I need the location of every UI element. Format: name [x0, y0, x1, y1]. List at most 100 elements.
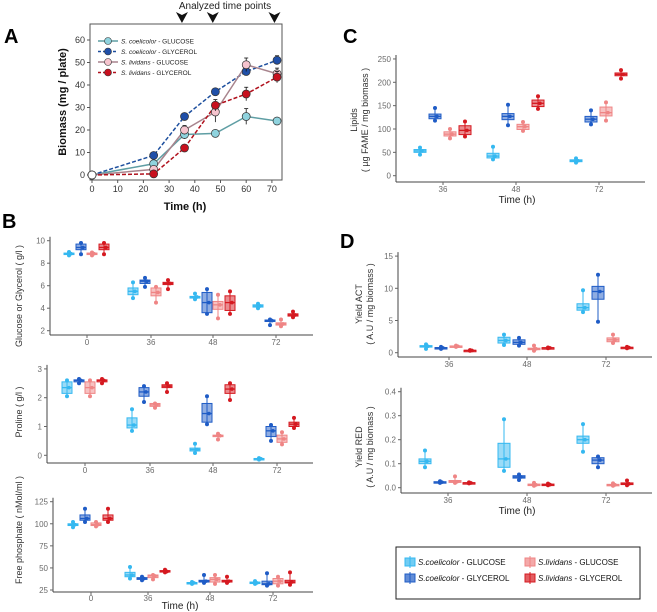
- data-point: [211, 87, 220, 97]
- data-point: [205, 394, 209, 399]
- data-point: [85, 516, 89, 521]
- y-tick-label: 0: [389, 349, 394, 358]
- data-point: [230, 300, 234, 305]
- data-point: [418, 152, 422, 157]
- data-point: [180, 143, 189, 153]
- data-point: [205, 287, 209, 292]
- legend-substrate: - GLYCEROL: [151, 70, 192, 77]
- y-tick-label: 10: [36, 237, 45, 246]
- y-tick-label: 100: [378, 125, 392, 134]
- y-tick-label: 50: [39, 564, 48, 573]
- y-tick-label: 40: [75, 80, 85, 90]
- data-point: [583, 437, 587, 442]
- y-tick-label: 0.1: [385, 460, 397, 469]
- data-point: [207, 300, 211, 305]
- data-point: [493, 154, 497, 158]
- legend-substrate: - GLUCOSE: [459, 558, 505, 567]
- data-point: [433, 105, 437, 110]
- legend-substrate: - GLUCOSE: [156, 39, 194, 46]
- data-point: [102, 378, 106, 383]
- data-point: [506, 102, 510, 107]
- data-point: [604, 118, 608, 123]
- data-point: [193, 450, 197, 455]
- data-point: [598, 458, 602, 462]
- y-tick-label: 0.2: [385, 436, 397, 445]
- legend-strain: S. lividans: [121, 70, 151, 77]
- legend-box: [395, 546, 641, 600]
- y-tick-label: 250: [378, 55, 392, 64]
- y-tick-label: 0.0: [385, 484, 397, 493]
- data-point: [276, 574, 280, 579]
- data-point: [281, 322, 285, 326]
- data-point: [278, 579, 282, 583]
- data-point: [519, 340, 523, 345]
- y-axis-title: Lipids: [349, 108, 359, 132]
- data-point: [92, 251, 96, 256]
- data-point: [294, 422, 298, 426]
- data-point: [259, 456, 263, 461]
- x-axis-title: Time (h): [499, 195, 536, 206]
- data-point: [207, 411, 211, 416]
- data-point: [517, 343, 521, 348]
- data-point: [453, 474, 457, 479]
- y-tick-label: 0: [387, 172, 392, 181]
- data-point: [455, 479, 459, 484]
- data-point: [94, 520, 98, 525]
- data-point: [79, 378, 83, 383]
- legend-marker: [104, 47, 112, 56]
- y-tick-label: 3: [38, 365, 43, 374]
- data-point: [227, 579, 231, 583]
- data-point: [131, 296, 135, 301]
- data-point: [155, 403, 159, 407]
- data-point: [180, 112, 189, 121]
- data-point: [142, 384, 146, 389]
- box: [201, 402, 213, 423]
- data-point: [280, 442, 284, 447]
- data-point: [102, 240, 106, 245]
- x-tick-label: 48: [523, 496, 532, 505]
- legend-strain: S. lividans: [121, 60, 151, 67]
- data-point: [448, 127, 452, 131]
- x-axis-title: Time (h): [162, 601, 199, 612]
- data-point: [228, 311, 232, 316]
- data-point: [502, 332, 506, 337]
- legend-strain: S.lividans: [538, 574, 572, 583]
- data-point: [272, 72, 282, 82]
- data-point: [581, 310, 585, 315]
- data-point: [106, 520, 110, 525]
- data-point: [142, 576, 146, 581]
- panel-letter-d: D: [340, 231, 354, 253]
- data-point: [627, 345, 631, 350]
- data-point: [504, 457, 508, 461]
- data-point: [216, 316, 220, 321]
- y-axis-subtitle: ( µg FAME / mg biomass ): [360, 68, 370, 172]
- data-point: [536, 106, 540, 111]
- legend-substrate: - GLYCEROL: [156, 49, 197, 56]
- y-tick-label: 6: [41, 282, 46, 291]
- data-point: [435, 114, 439, 119]
- data-point: [292, 415, 296, 420]
- legend-label: S.lividans - GLYCEROL: [538, 574, 623, 583]
- y-axis-title: Yield RED: [354, 426, 364, 468]
- legend-substrate: - GLYCEROL: [459, 574, 510, 583]
- data-point: [589, 122, 593, 127]
- y-tick-label: 75: [39, 542, 48, 551]
- data-point: [87, 170, 97, 180]
- data-point: [143, 275, 147, 280]
- x-tick-label: 40: [190, 184, 200, 194]
- legend-label: S. lividans - GLYCEROL: [121, 70, 192, 77]
- data-point: [292, 425, 296, 430]
- data-point: [205, 311, 209, 316]
- y-tick-label: 5: [389, 317, 394, 326]
- y-tick-label: 8: [41, 259, 46, 268]
- legend-strain: S.coelicolor: [418, 574, 460, 583]
- y-tick-label: 200: [378, 78, 392, 87]
- data-point: [81, 245, 85, 250]
- y-tick-label: 0.3: [385, 412, 397, 421]
- data-point: [611, 332, 615, 337]
- x-tick-label: 72: [273, 466, 282, 475]
- data-point: [241, 60, 251, 70]
- data-point: [598, 289, 602, 294]
- data-point: [215, 577, 219, 582]
